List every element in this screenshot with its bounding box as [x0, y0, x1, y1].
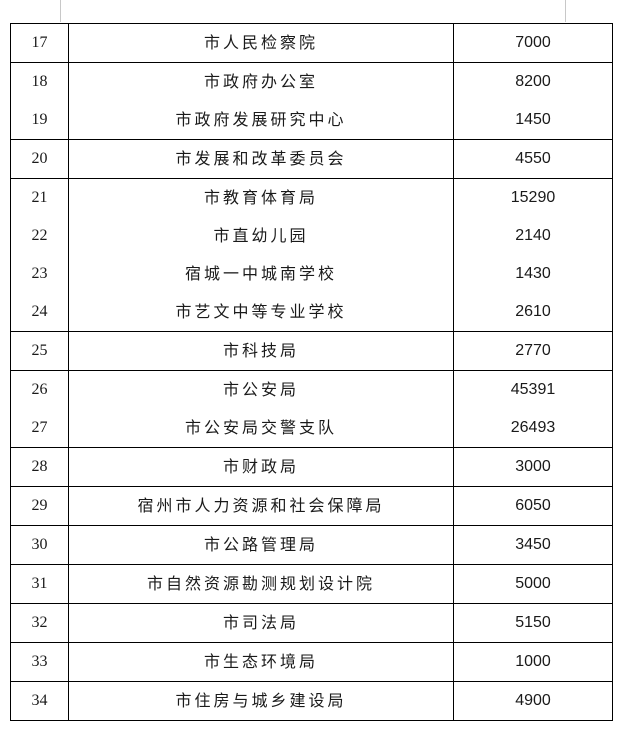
unit-name-cell: 市住房与城乡建设局	[68, 681, 454, 721]
table-row: 21 市教育体育局 15290	[10, 178, 613, 217]
amount-cell: 1430	[453, 255, 613, 293]
table-row: 23 宿城一中城南学校 1430	[10, 255, 613, 293]
row-number-cell: 33	[10, 642, 69, 682]
row-number-cell: 18	[10, 62, 69, 101]
row-number-cell: 20	[10, 139, 69, 179]
table-row: 24 市艺文中等专业学校 2610	[10, 293, 613, 332]
unit-name-cell: 市政府发展研究中心	[68, 101, 454, 140]
row-number-cell: 17	[10, 23, 69, 63]
unit-name-cell: 市公路管理局	[68, 525, 454, 565]
table-row: 19 市政府发展研究中心 1450	[10, 101, 613, 140]
amount-cell: 3000	[453, 447, 613, 487]
row-number-cell: 25	[10, 331, 69, 371]
allocation-table: 17 市人民检察院 7000 18 市政府办公室 8200 19 市政府发展研究中心 1450 2…	[10, 23, 613, 721]
table-row: 31 市自然资源勘测规划设计院 5000	[10, 564, 613, 604]
amount-cell: 8200	[453, 62, 613, 101]
amount-cell: 2140	[453, 217, 613, 255]
table-row: 26 市公安局 45391	[10, 370, 613, 409]
left-margin-guide	[60, 0, 61, 22]
unit-name-cell: 宿城一中城南学校	[68, 255, 454, 293]
amount-cell: 15290	[453, 178, 613, 217]
amount-cell: 2770	[453, 331, 613, 371]
row-number-cell: 23	[10, 255, 69, 293]
amount-cell: 26493	[453, 409, 613, 448]
unit-name-cell: 市政府办公室	[68, 62, 454, 101]
row-number-cell: 22	[10, 217, 69, 255]
amount-cell: 7000	[453, 23, 613, 63]
amount-cell: 4550	[453, 139, 613, 179]
table-row: 27 市公安局交警支队 26493	[10, 409, 613, 448]
row-number-cell: 30	[10, 525, 69, 565]
unit-name-cell: 市自然资源勘测规划设计院	[68, 564, 454, 604]
row-number-cell: 31	[10, 564, 69, 604]
amount-cell: 1000	[453, 642, 613, 682]
row-number-cell: 21	[10, 178, 69, 217]
table-row: 32 市司法局 5150	[10, 603, 613, 643]
page-margin-guides	[0, 0, 625, 24]
row-number-cell: 26	[10, 370, 69, 409]
amount-cell: 3450	[453, 525, 613, 565]
unit-name-cell: 市人民检察院	[68, 23, 454, 63]
row-number-cell: 34	[10, 681, 69, 721]
table-row: 17 市人民检察院 7000	[10, 23, 613, 63]
unit-name-cell: 市公安局交警支队	[68, 409, 454, 448]
table-row: 22 市直幼儿园 2140	[10, 217, 613, 255]
table-row: 29 宿州市人力资源和社会保障局 6050	[10, 486, 613, 526]
row-number-cell: 29	[10, 486, 69, 526]
row-number-cell: 19	[10, 101, 69, 140]
table-row: 18 市政府办公室 8200	[10, 62, 613, 101]
table-body: 17 市人民检察院 7000 18 市政府办公室 8200 19 市政府发展研究中心 1450 2…	[10, 23, 613, 721]
row-number-cell: 27	[10, 409, 69, 448]
right-margin-guide	[565, 0, 566, 22]
unit-name-cell: 市司法局	[68, 603, 454, 643]
row-number-cell: 28	[10, 447, 69, 487]
table-row: 33 市生态环境局 1000	[10, 642, 613, 682]
unit-name-cell: 市直幼儿园	[68, 217, 454, 255]
amount-cell: 1450	[453, 101, 613, 140]
unit-name-cell: 市艺文中等专业学校	[68, 293, 454, 332]
table-row: 25 市科技局 2770	[10, 331, 613, 371]
unit-name-cell: 市财政局	[68, 447, 454, 487]
amount-cell: 4900	[453, 681, 613, 721]
row-number-cell: 32	[10, 603, 69, 643]
table-row: 30 市公路管理局 3450	[10, 525, 613, 565]
amount-cell: 45391	[453, 370, 613, 409]
amount-cell: 2610	[453, 293, 613, 332]
amount-cell: 6050	[453, 486, 613, 526]
row-number-cell: 24	[10, 293, 69, 332]
unit-name-cell: 市科技局	[68, 331, 454, 371]
table-row: 28 市财政局 3000	[10, 447, 613, 487]
unit-name-cell: 市发展和改革委员会	[68, 139, 454, 179]
amount-cell: 5000	[453, 564, 613, 604]
table-row: 34 市住房与城乡建设局 4900	[10, 681, 613, 721]
unit-name-cell: 市生态环境局	[68, 642, 454, 682]
unit-name-cell: 市教育体育局	[68, 178, 454, 217]
unit-name-cell: 宿州市人力资源和社会保障局	[68, 486, 454, 526]
table-row: 20 市发展和改革委员会 4550	[10, 139, 613, 179]
unit-name-cell: 市公安局	[68, 370, 454, 409]
amount-cell: 5150	[453, 603, 613, 643]
